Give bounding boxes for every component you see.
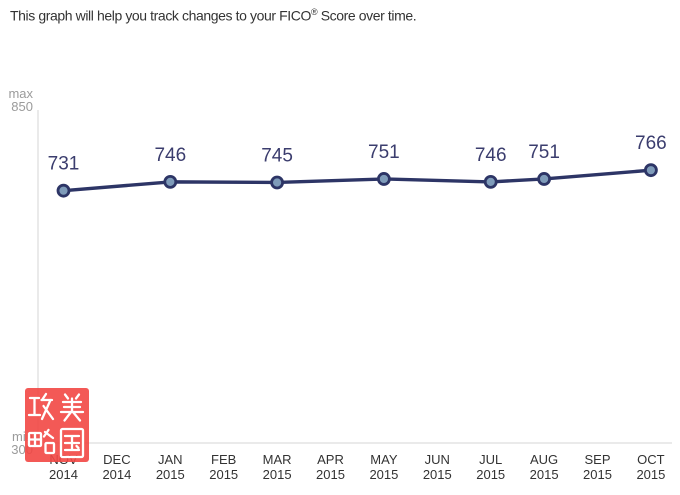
data-point-value-label: 751 xyxy=(368,142,400,163)
x-axis-tick-label: JAN 2015 xyxy=(156,452,185,482)
data-point-value-label: 746 xyxy=(154,145,186,166)
title-text-suffix: Score over time. xyxy=(317,7,417,24)
page-title: This graph will help you track changes t… xyxy=(10,7,417,24)
seal-char-mei xyxy=(59,393,85,422)
x-axis-tick-label: SEP 2015 xyxy=(583,452,612,482)
registered-trademark-symbol: ® xyxy=(310,7,318,17)
x-axis-tick-label: DEC 2014 xyxy=(102,452,131,482)
x-axis-tick-label: MAY 2015 xyxy=(369,452,398,482)
data-point-marker[interactable] xyxy=(376,172,391,186)
data-point-marker[interactable] xyxy=(537,172,551,186)
x-axis-tick-label: JUL 2015 xyxy=(476,452,505,482)
data-point-value-label: 751 xyxy=(528,142,560,163)
seal-char-guo xyxy=(59,427,85,459)
data-point-value-label: 746 xyxy=(475,145,507,166)
x-axis-tick-label: MAR 2015 xyxy=(263,452,292,482)
x-axis-tick-label: JUN 2015 xyxy=(423,452,452,482)
score-trend-line xyxy=(61,168,653,193)
watermark-seal-characters xyxy=(27,392,85,459)
data-point-value-label: 766 xyxy=(635,133,667,154)
data-point-value-label: 731 xyxy=(48,154,80,175)
x-axis-tick-label: AUG 2015 xyxy=(530,452,559,482)
seal-char-lve xyxy=(27,428,56,455)
y-axis-max-label: max 850 xyxy=(8,86,33,114)
data-point-marker[interactable] xyxy=(644,163,658,178)
data-point-marker[interactable] xyxy=(483,174,498,189)
watermark-stamp: 美国攻略 xyxy=(25,388,89,462)
x-axis-tick-label: FEB 2015 xyxy=(209,452,238,482)
data-point-value-label: 745 xyxy=(261,145,293,166)
x-axis-tick-label: APR 2015 xyxy=(316,452,345,482)
data-point-marker[interactable] xyxy=(270,175,285,190)
data-point-marker[interactable] xyxy=(56,183,71,198)
seal-char-gong xyxy=(27,392,55,421)
data-point-marker[interactable] xyxy=(163,174,178,189)
x-axis-tick-label: OCT 2015 xyxy=(636,452,665,482)
title-text: This graph will help you track changes t… xyxy=(10,7,311,24)
